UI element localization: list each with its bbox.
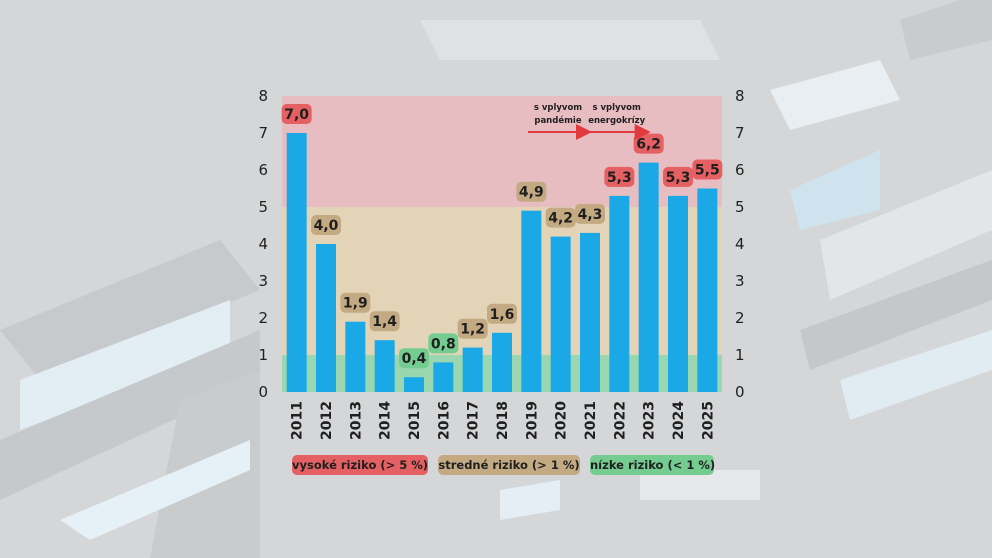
x-tick-label: 2024 [671,401,687,440]
bar-2017 [462,347,483,392]
data-label: 4,2 [548,211,573,227]
data-label-badge [575,203,605,224]
bar-2015 [404,377,424,392]
data-label-badge [487,303,517,324]
y-tick-right: 0 [735,383,745,401]
x-tick-label: 2022 [612,401,628,440]
bar-2023 [638,162,659,392]
data-label-badge [663,166,693,187]
data-label-badge [604,166,635,187]
bar-2013 [345,321,366,392]
x-tick-label: 2025 [700,401,716,440]
bar-2014 [374,340,395,392]
data-label: 4,3 [578,207,603,223]
x-tick-label: 2017 [466,401,482,440]
x-tick-label: 2013 [348,401,364,440]
y-tick-left: 3 [258,272,268,290]
data-label: 4,9 [519,185,544,201]
data-label: 1,9 [343,296,368,312]
x-tick-label: 2016 [436,401,452,440]
legend-medium-risk: stredné riziko (> 1 %) [438,455,580,475]
annotation-text: pandémie [534,115,581,126]
bar-2012 [316,244,336,392]
bar-2018 [492,332,512,392]
y-tick-right: 8 [735,87,745,105]
data-label-badge [340,292,371,313]
y-tick-right: 1 [735,346,745,364]
data-label: 0,8 [431,336,456,352]
data-label-badge [692,159,723,180]
annotation-text: s vplyvom [592,103,640,113]
x-tick-label: 2021 [583,401,599,440]
x-tick-label: 2015 [407,401,423,440]
data-label: 5,3 [607,170,632,186]
x-tick-label: 2023 [642,401,658,440]
x-tick-label: 2014 [378,401,394,440]
data-label: 0,4 [402,351,427,367]
y-tick-left: 1 [258,346,268,364]
data-label: 1,2 [460,322,485,338]
y-tick-left: 7 [258,124,268,142]
y-tick-right: 6 [735,161,745,179]
bar-2019 [521,210,542,392]
data-label-badge [428,333,459,354]
bar-2024 [668,195,688,392]
y-tick-left: 4 [258,235,268,253]
y-tick-right: 2 [735,309,745,327]
y-tick-right: 4 [735,235,745,253]
x-tick-label: 2018 [495,401,511,440]
data-label-badge [311,215,341,235]
data-label-badge [369,311,400,332]
bar-2011 [286,133,307,392]
x-tick-label: 2020 [554,401,570,440]
y-tick-right: 7 [735,124,745,142]
y-tick-left: 5 [258,198,268,216]
y-tick-right: 3 [735,272,745,290]
data-label: 1,4 [372,314,397,330]
data-label: 5,5 [695,163,720,179]
data-label: 7,0 [284,107,309,123]
x-tick-label: 2019 [524,401,540,440]
data-label-badge [281,104,312,124]
data-label-badge [399,348,429,369]
bar-2022 [609,195,630,392]
legend: vysoké riziko (> 5 %) stredné riziko (> … [290,455,720,477]
bar-2020 [550,236,571,392]
data-label: 5,3 [666,170,691,186]
data-label-badge [516,181,547,202]
legend-high-risk: vysoké riziko (> 5 %) [292,455,428,475]
y-tick-left: 8 [258,87,268,105]
data-label-badge [545,207,576,228]
annotation-text: s vplyvom [534,103,582,113]
data-label: 4,0 [314,218,339,234]
y-tick-left: 0 [258,383,268,401]
data-label: 1,6 [490,307,515,323]
data-label: 6,2 [636,137,661,153]
bar-2025 [697,188,718,392]
x-tick-label: 2012 [319,401,335,440]
bar-2016 [433,362,454,392]
y-tick-left: 2 [258,309,268,327]
x-tick-label: 2011 [290,401,306,440]
legend-low-risk: nízke riziko (< 1 %) [590,455,715,475]
data-label-badge [457,318,488,339]
bar-2021 [580,232,600,392]
annotation-text: energokrízy [588,116,645,126]
y-tick-left: 6 [258,161,268,179]
y-tick-right: 5 [735,198,745,216]
